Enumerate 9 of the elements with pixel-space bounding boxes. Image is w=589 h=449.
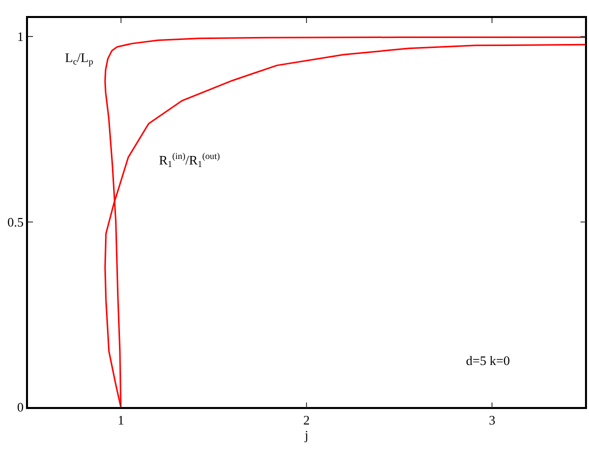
x-tick-label: 3 bbox=[488, 412, 496, 428]
x-tick-label: 2 bbox=[303, 412, 310, 428]
x-axis-title: j bbox=[304, 427, 308, 442]
annotation: d=5 k=0 bbox=[466, 353, 510, 368]
y-tick-label: 0 bbox=[17, 400, 24, 415]
y-tick-label: 1 bbox=[17, 29, 24, 44]
y-tick-label: 0.5 bbox=[7, 214, 24, 230]
annotation: L$_{c}$/L$_{p}$ bbox=[65, 50, 94, 67]
x-tick-label: 1 bbox=[118, 412, 124, 428]
